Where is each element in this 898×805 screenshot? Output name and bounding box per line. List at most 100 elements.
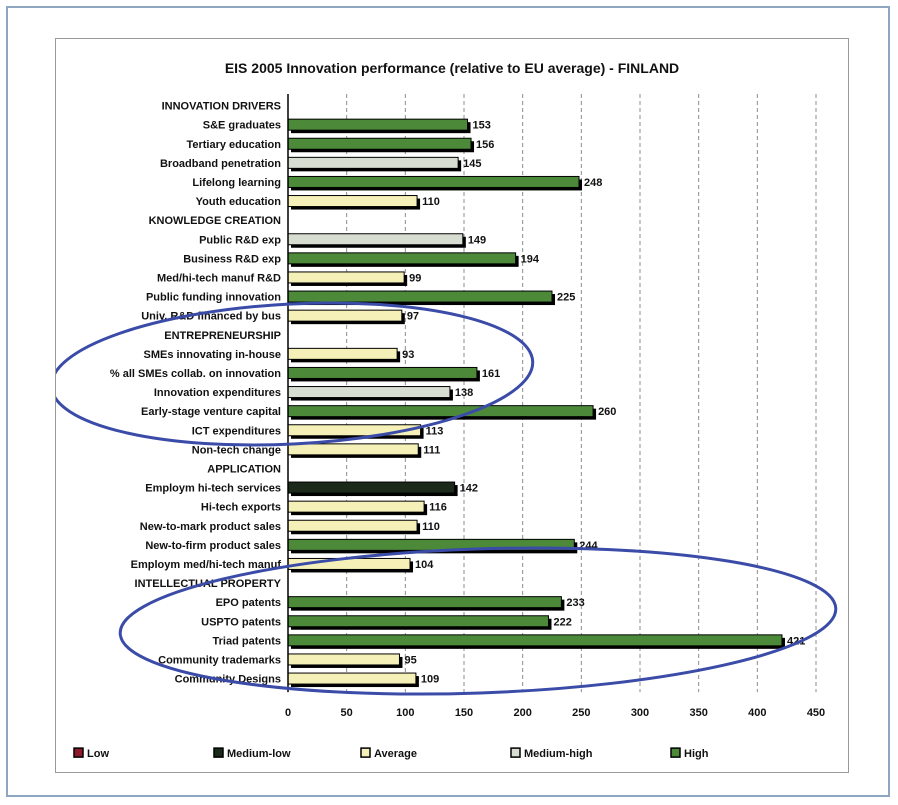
data-label-epo-patents: 233 — [566, 597, 584, 609]
x-tick-label: 250 — [572, 707, 590, 719]
legend-label-medium-low: Medium-low — [227, 748, 291, 760]
category-label-triad-patents: Triad patents — [213, 635, 281, 647]
data-label-youth-education: 110 — [422, 196, 440, 208]
bar-public-funding-innovation — [287, 290, 553, 303]
bar-lifelong-learning — [287, 175, 580, 188]
highlight-ellipse-intellectual-property — [118, 546, 838, 696]
data-label-broadband-penetration: 145 — [463, 158, 481, 170]
bar-community-designs — [287, 672, 417, 685]
category-label-univ-r-d-financed-by-bus: Univ. R&D financed by bus — [141, 311, 281, 323]
bar-smes-innovating-in-house — [287, 347, 398, 360]
data-label-community-designs: 109 — [421, 674, 439, 686]
category-label-youth-education: Youth education — [196, 196, 282, 208]
bar-non-tech-change — [287, 443, 419, 456]
data-label-tertiary-education: 156 — [476, 139, 494, 151]
category-label-innovation-expenditures: Innovation expenditures — [154, 387, 281, 399]
x-tick-label: 400 — [748, 707, 766, 719]
data-label-employm-med-hi-tech-manuf: 104 — [415, 559, 434, 571]
data-label-employm-hi-tech-services: 142 — [460, 483, 478, 495]
data-label-hi-tech-exports: 116 — [429, 502, 447, 514]
data-label-public-r-d-exp: 149 — [468, 234, 486, 246]
category-label-new-to-mark-product-sales: New-to-mark product sales — [140, 521, 281, 533]
x-tick-label: 150 — [455, 707, 473, 719]
bar-youth-education — [287, 195, 418, 208]
category-label-hi-tech-exports: Hi-tech exports — [201, 502, 281, 514]
bar-chart: EIS 2005 Innovation performance (relativ… — [56, 60, 838, 760]
legend-swatch-medium-low — [213, 747, 224, 758]
bars — [287, 118, 785, 688]
category-label-s-e-graduates: S&E graduates — [203, 120, 281, 132]
section-heading-application: APPLICATION — [207, 463, 281, 475]
data-label-univ-r-d-financed-by-bus: 97 — [407, 311, 419, 323]
bar-public-r-d-exp — [287, 233, 464, 246]
category-label-new-to-firm-product-sales: New-to-firm product sales — [145, 540, 281, 552]
x-tick-label: 300 — [631, 707, 649, 719]
bar-innovation-expenditures — [287, 386, 451, 399]
bar-new-to-mark-product-sales — [287, 519, 418, 532]
bar-epo-patents — [287, 596, 562, 609]
bar-hi-tech-exports — [287, 500, 425, 513]
legend-swatch-low — [73, 747, 84, 758]
bar-business-r-d-exp — [287, 252, 517, 265]
section-heading-innovation-drivers: INNOVATION DRIVERS — [162, 101, 281, 113]
x-tick-label: 200 — [513, 707, 531, 719]
category-label-employm-med-hi-tech-manuf: Employm med/hi-tech manuf — [131, 559, 282, 571]
data-label-ict-expenditures: 113 — [426, 425, 444, 437]
category-label-public-funding-innovation: Public funding innovation — [146, 292, 281, 304]
legend-swatch-medium-high — [510, 747, 521, 758]
data-label-med-hi-tech-manuf-r-d: 99 — [409, 272, 421, 284]
legend-swatch-average — [360, 747, 371, 758]
category-label-employm-hi-tech-services: Employm hi-tech services — [145, 483, 281, 495]
bar-univ-r-d-financed-by-bus — [287, 309, 403, 322]
data-label-community-trademarks: 95 — [404, 654, 416, 666]
chart-frame: EIS 2005 Innovation performance (relativ… — [55, 38, 849, 773]
bar-employm-hi-tech-services — [287, 481, 456, 494]
category-label-all-smes-collab-on-innovation: % all SMEs collab. on innovation — [110, 368, 281, 380]
bar-community-trademarks — [287, 653, 400, 666]
data-label-all-smes-collab-on-innovation: 161 — [482, 368, 500, 380]
category-label-epo-patents: EPO patents — [216, 597, 281, 609]
chart-title: EIS 2005 Innovation performance (relativ… — [225, 60, 679, 76]
category-label-smes-innovating-in-house: SMEs innovating in-house — [143, 349, 281, 361]
bar-med-hi-tech-manuf-r-d — [287, 271, 405, 284]
category-label-non-tech-change: Non-tech change — [192, 444, 281, 456]
x-tick-label: 450 — [807, 707, 825, 719]
data-labels: 153 156 145 248 110 149 194 99 225 97 93 161 138 260 1… — [402, 120, 805, 686]
section-heading-knowledge-creation: KNOWLEDGE CREATION — [149, 215, 281, 227]
data-label-public-funding-innovation: 225 — [557, 292, 575, 304]
category-label-tertiary-education: Tertiary education — [186, 139, 281, 151]
data-label-uspto-patents: 222 — [553, 616, 571, 628]
highlight-ellipse-entrepreneurship — [56, 301, 535, 447]
highlight-ellipses — [56, 301, 838, 696]
category-label-community-trademarks: Community trademarks — [158, 654, 281, 666]
bar-broadband-penetration — [287, 156, 459, 169]
x-tick-label: 50 — [341, 707, 353, 719]
data-label-early-stage-venture-capital: 260 — [598, 406, 616, 418]
category-label-public-r-d-exp: Public R&D exp — [199, 234, 281, 246]
category-label-business-r-d-exp: Business R&D exp — [183, 253, 281, 265]
data-label-lifelong-learning: 248 — [584, 177, 602, 189]
category-label-uspto-patents: USPTO patents — [201, 616, 281, 628]
category-label-med-hi-tech-manuf-r-d: Med/hi-tech manuf R&D — [157, 272, 281, 284]
x-tick-label: 350 — [689, 707, 707, 719]
x-tick-label: 0 — [285, 707, 291, 719]
legend: Low Medium-low Average Medium-high High — [73, 747, 709, 760]
bar-all-smes-collab-on-innovation — [287, 366, 478, 379]
x-axis-ticks: 0 50 100 150 200 250 300 350 400 450 — [285, 707, 825, 719]
data-label-smes-innovating-in-house: 93 — [402, 349, 414, 361]
legend-label-low: Low — [87, 748, 109, 760]
category-label-lifelong-learning: Lifelong learning — [192, 177, 281, 189]
category-label-early-stage-venture-capital: Early-stage venture capital — [141, 406, 281, 418]
category-labels: INNOVATION DRIVERS S&E graduates Tertiary … — [110, 101, 282, 686]
section-heading-entrepreneurship: ENTREPRENEURSHIP — [164, 330, 281, 342]
bar-uspto-patents — [287, 615, 549, 628]
bar-tertiary-education — [287, 137, 472, 150]
gridlines — [346, 94, 817, 693]
legend-label-medium-high: Medium-high — [524, 748, 593, 760]
category-label-ict-expenditures: ICT expenditures — [192, 425, 281, 437]
category-label-broadband-penetration: Broadband penetration — [160, 158, 281, 170]
bar-s-e-graduates — [287, 118, 469, 131]
x-tick-label: 100 — [396, 707, 414, 719]
legend-label-high: High — [684, 748, 709, 760]
legend-swatch-high — [670, 747, 681, 758]
